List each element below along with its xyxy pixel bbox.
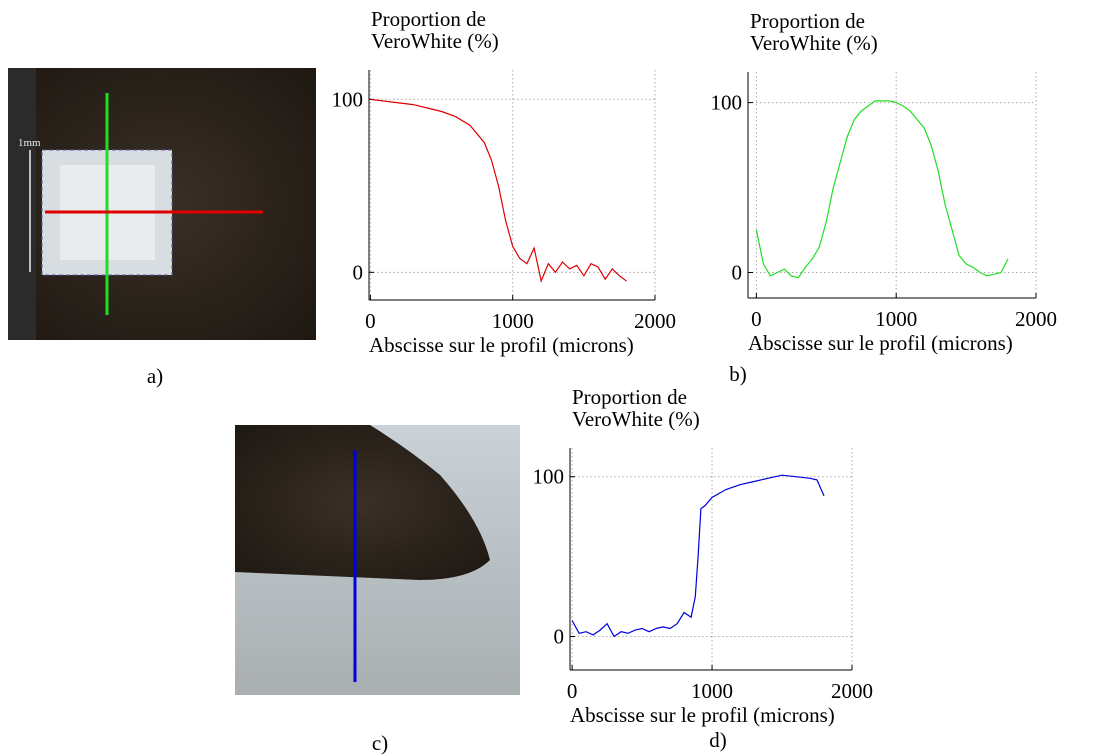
y-axis-label: VeroWhite (%) xyxy=(750,31,878,55)
x-tick-label: 2000 xyxy=(1015,307,1057,331)
y-axis-label: VeroWhite (%) xyxy=(572,407,700,431)
y-tick-label: 0 xyxy=(353,260,364,284)
x-tick-label: 1000 xyxy=(875,307,917,331)
x-tick-label: 0 xyxy=(751,307,762,331)
y-axis-label: VeroWhite (%) xyxy=(371,29,499,53)
panel-label: a) xyxy=(147,364,163,388)
x-axis-label: Abscisse sur le profil (microns) xyxy=(369,333,634,357)
y-tick-label: 100 xyxy=(533,465,565,489)
x-tick-label: 0 xyxy=(365,309,376,333)
x-tick-label: 0 xyxy=(567,679,578,703)
x-tick-label: 2000 xyxy=(634,309,676,333)
panel-label: b) xyxy=(729,362,747,386)
x-axis-label: Abscisse sur le profil (microns) xyxy=(748,331,1013,355)
y-tick-label: 100 xyxy=(332,87,364,111)
x-axis-label: Abscisse sur le profil (microns) xyxy=(570,703,835,727)
y-axis-label: Proportion de xyxy=(750,9,865,33)
photo-a: 1mm xyxy=(8,68,316,340)
photo-c xyxy=(235,425,520,695)
panel-label: c) xyxy=(372,731,388,755)
panel-label: d) xyxy=(709,728,727,752)
x-tick-label: 1000 xyxy=(492,309,534,333)
x-tick-label: 2000 xyxy=(831,679,873,703)
y-tick-label: 0 xyxy=(732,261,743,285)
data-line xyxy=(755,100,1009,279)
y-axis-label: Proportion de xyxy=(572,385,687,409)
scale-label: 1mm xyxy=(18,137,41,149)
data-line xyxy=(571,474,825,638)
x-tick-label: 1000 xyxy=(691,679,733,703)
y-axis-label: Proportion de xyxy=(371,7,486,31)
y-tick-label: 100 xyxy=(711,91,743,115)
data-line xyxy=(370,98,627,284)
y-tick-label: 0 xyxy=(554,624,565,648)
